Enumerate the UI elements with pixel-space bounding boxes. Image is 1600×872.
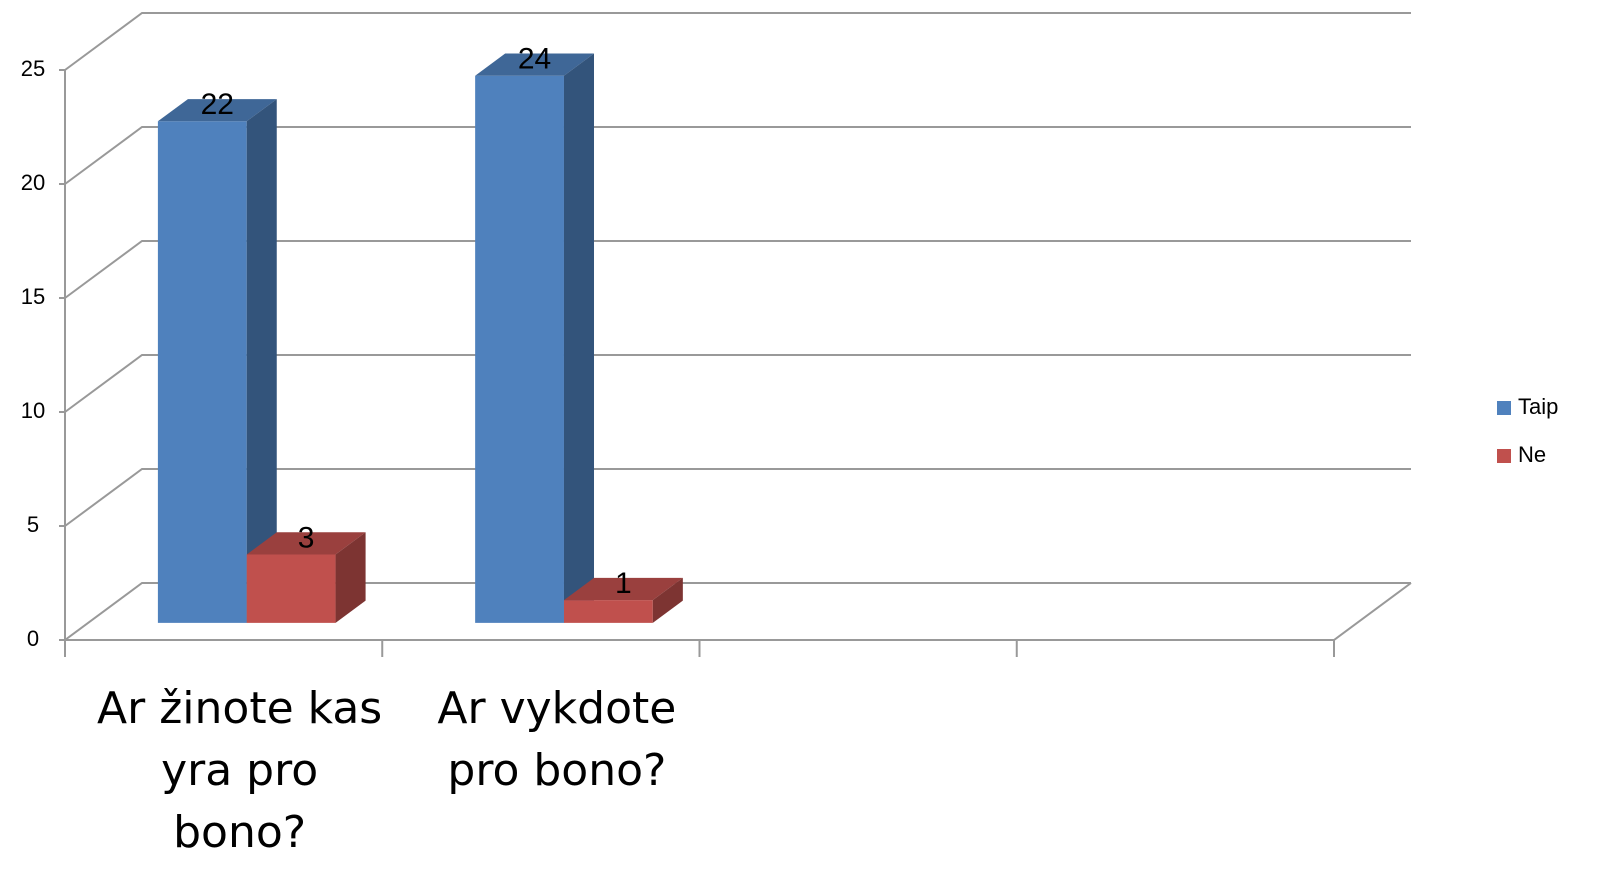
bar-top: [563, 577, 683, 601]
bar: [563, 577, 683, 623]
bar: [475, 53, 595, 623]
grid-line: [64, 240, 1411, 299]
legend-label: Ne: [1518, 442, 1546, 467]
grid-line: [64, 12, 1411, 71]
y-tick-label: 25: [21, 56, 45, 81]
x-tick-label: Ar žinote kas yra pro bono?: [97, 683, 383, 858]
grid-line: [64, 582, 1411, 641]
bar: [157, 99, 277, 623]
x-tick-label: Ar vykdote pro bono?: [437, 683, 677, 796]
y-tick-label: 15: [21, 284, 45, 309]
bar-side: [335, 532, 366, 623]
bar-front: [475, 75, 564, 623]
bar-side: [246, 99, 277, 623]
data-label: 22: [201, 88, 234, 121]
bar-side: [563, 53, 595, 623]
legend-label: Taip: [1518, 394, 1558, 419]
y-tick-label: 10: [21, 398, 45, 423]
legend-swatch: [1497, 401, 1511, 415]
grid-line: [64, 468, 1411, 527]
grid-line: [64, 354, 1411, 413]
bar-side: [652, 577, 683, 623]
bar-front: [246, 554, 336, 623]
bar-front: [157, 121, 247, 623]
y-tick-label: 0: [27, 626, 39, 651]
grid-line: [64, 126, 1411, 185]
bar-front: [563, 600, 653, 623]
data-label: 24: [518, 43, 551, 76]
bar-top: [475, 53, 595, 76]
bar-top: [157, 99, 277, 122]
data-label: 1: [615, 567, 632, 600]
y-tick-label: 5: [27, 512, 39, 537]
y-tick-label: 20: [21, 170, 45, 195]
bar: [246, 532, 366, 623]
bar-top: [246, 532, 366, 555]
legend-swatch: [1497, 449, 1511, 463]
data-label: 3: [298, 521, 315, 554]
